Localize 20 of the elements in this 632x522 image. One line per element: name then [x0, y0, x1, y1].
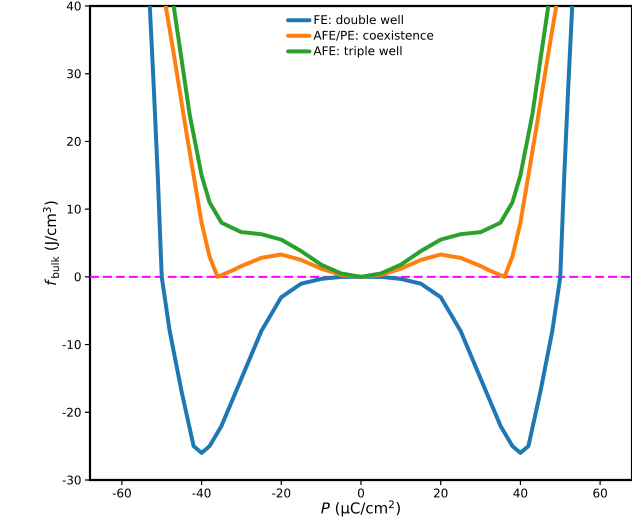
x-tick-label: 20	[434, 488, 448, 498]
y-tick-label: 20	[67, 136, 81, 146]
y-tick-label: -30	[62, 475, 81, 485]
x-tick-label: 60	[593, 488, 607, 498]
legend-label: AFE/PE: coexistence	[314, 30, 434, 41]
y-tick-label: -10	[62, 340, 81, 350]
legend-label: FE: double well	[314, 14, 403, 24]
y-tick-label: 30	[67, 69, 81, 78]
y-tick-label: -20	[62, 408, 81, 417]
x-tick-label: 40	[513, 488, 528, 498]
x-tick-label: 0	[358, 488, 364, 498]
x-tick-label: -40	[192, 488, 211, 498]
x-tick-label: -20	[272, 488, 290, 498]
legend-label: AFE: triple well	[314, 46, 402, 58]
x-tick-label: -60	[112, 488, 131, 498]
y-axis-title: f$_{bulk}$ (J/cm$^{3}$)	[42, 201, 60, 285]
y-tick-label: 40	[66, 1, 81, 11]
y-tick-label: 10	[68, 204, 81, 214]
y-tick-label: 0	[74, 272, 81, 282]
x-axis-title: P (μC/cm$^{2}$)	[321, 500, 400, 516]
